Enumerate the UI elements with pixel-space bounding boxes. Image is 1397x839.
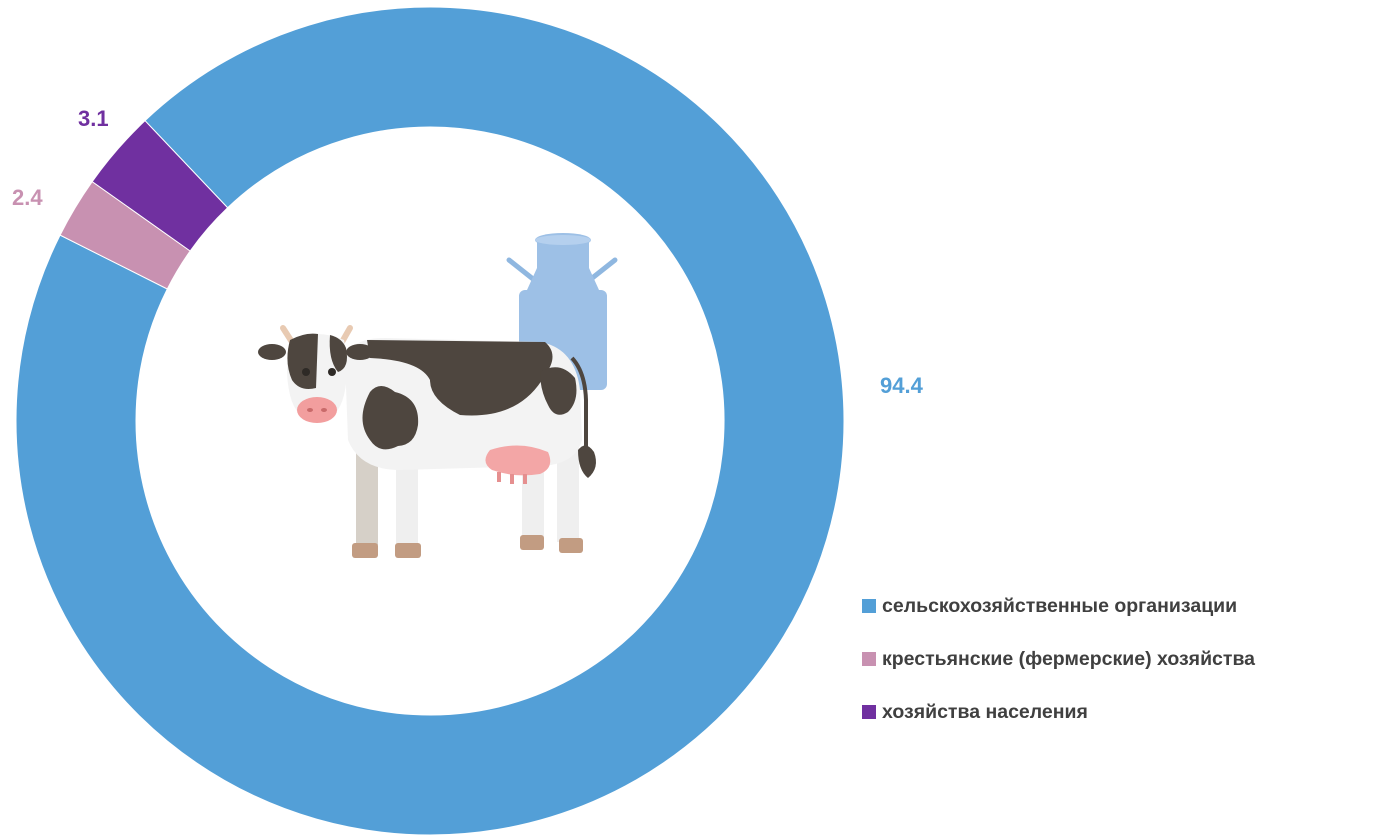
- legend-swatch: [862, 652, 876, 666]
- legend-swatch: [862, 599, 876, 613]
- donut-slices: [15, 6, 845, 836]
- legend-label: крестьянские (фермерские) хозяйства: [882, 647, 1256, 670]
- legend-item-agricultural-organizations: сельскохозяйственные организации: [862, 594, 1255, 618]
- legend-item-population-households: хозяйства населения: [862, 700, 1255, 724]
- donut-slice-0: [15, 6, 845, 836]
- cow-icon: [258, 325, 596, 558]
- legend: сельскохозяйственные организации крестья…: [862, 594, 1255, 753]
- data-label-1: 2.4: [12, 185, 43, 210]
- donut-slice-2: [91, 119, 229, 252]
- legend-label: сельскохозяйственные организации: [882, 594, 1238, 617]
- legend-item-farm-households: крестьянские (фермерские) хозяйства: [862, 647, 1255, 671]
- data-label-0: 94.4: [880, 373, 924, 398]
- cow-milk-illustration: [258, 233, 618, 558]
- legend-swatch: [862, 705, 876, 719]
- data-labels: 94.4 2.4 3.1: [12, 106, 924, 398]
- data-label-2: 3.1: [78, 106, 109, 131]
- legend-label: хозяйства населения: [882, 700, 1088, 723]
